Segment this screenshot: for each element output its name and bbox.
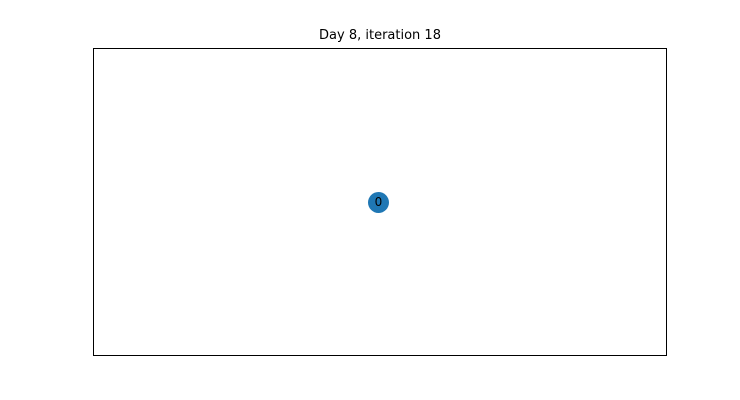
graph-node: 0 — [368, 192, 389, 213]
figure-title: Day 8, iteration 18 — [319, 28, 441, 43]
graph-node-label: 0 — [374, 195, 383, 209]
